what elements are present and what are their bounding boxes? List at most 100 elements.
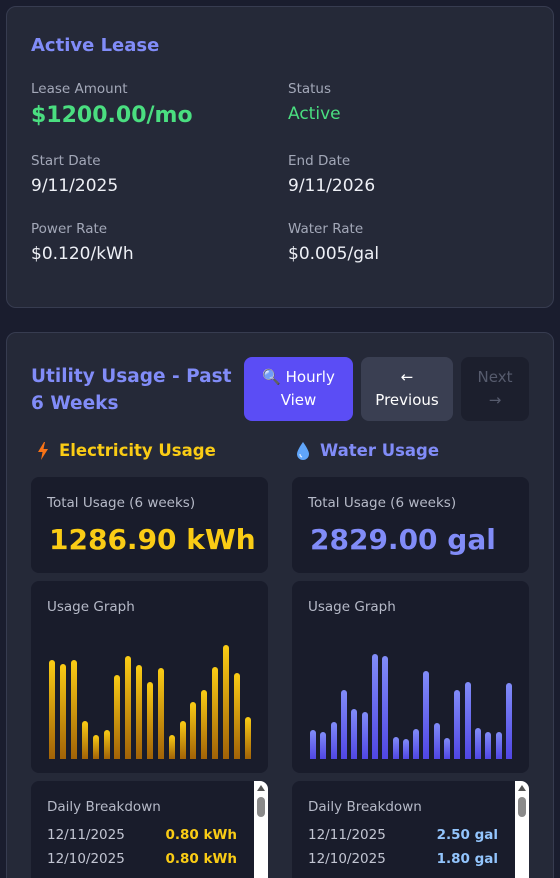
water-breakdown-panel: Daily Breakdown 12/11/2025 2.50 gal 12/1… bbox=[292, 781, 529, 878]
electricity-total-panel: Total Usage (6 weeks) 1286.90 kWh bbox=[31, 477, 268, 573]
electricity-usage-bar-5 bbox=[92, 735, 99, 759]
breakdown-date: 12/10/2025 bbox=[308, 851, 386, 867]
water-usage-bar-7 bbox=[371, 653, 378, 759]
hourly-view-label-line2: View bbox=[280, 391, 317, 409]
water-rate-value: $0.005/gal bbox=[288, 244, 380, 264]
lease-amount-label: Lease Amount bbox=[31, 81, 128, 97]
water-total-panel: Total Usage (6 weeks) 2829.00 gal bbox=[292, 477, 529, 573]
arrow-left-icon: ← bbox=[400, 368, 414, 386]
status-value: Active bbox=[288, 104, 341, 124]
list-item: 12/11/2025 2.50 gal bbox=[308, 827, 498, 843]
breakdown-date: 12/10/2025 bbox=[47, 851, 125, 867]
electricity-usage-bar-14 bbox=[190, 701, 197, 759]
water-graph-label: Usage Graph bbox=[308, 599, 396, 615]
electricity-usage-bar-9 bbox=[136, 664, 143, 759]
electricity-usage-bar-8 bbox=[125, 656, 132, 759]
water-usage-bar-10 bbox=[402, 739, 409, 759]
end-date-value: 9/11/2026 bbox=[288, 176, 376, 196]
breakdown-value: 0.80 kWh bbox=[165, 827, 238, 843]
water-heading-label: Water Usage bbox=[320, 441, 440, 460]
water-usage-bar-4 bbox=[341, 689, 348, 759]
breakdown-value: 2.50 gal bbox=[436, 827, 498, 843]
water-usage-bar-2 bbox=[320, 731, 327, 759]
water-usage-graph bbox=[308, 635, 514, 759]
water-usage-bar-8 bbox=[382, 656, 389, 759]
electricity-heading: Electricity Usage bbox=[37, 441, 216, 460]
status-label: Status bbox=[288, 81, 332, 97]
electricity-usage-bar-2 bbox=[60, 663, 67, 759]
electricity-total-value: 1286.90 kWh bbox=[49, 523, 256, 556]
list-item: 12/11/2025 0.80 kWh bbox=[47, 827, 237, 843]
lease-amount-value: $1200.00/mo bbox=[31, 103, 193, 128]
water-breakdown-label: Daily Breakdown bbox=[308, 799, 422, 815]
water-drop-icon bbox=[297, 441, 309, 460]
list-item: 12/10/2025 0.80 kWh bbox=[47, 851, 237, 867]
breakdown-value: 0.80 kWh bbox=[165, 851, 238, 867]
next-button[interactable]: Next → bbox=[461, 357, 529, 421]
electricity-usage-bar-17 bbox=[222, 644, 229, 759]
electricity-graph-panel: Usage Graph bbox=[31, 581, 268, 773]
power-rate-value: $0.120/kWh bbox=[31, 244, 134, 264]
electricity-graph-label: Usage Graph bbox=[47, 599, 135, 615]
hourly-view-button[interactable]: 🔍 Hourly View bbox=[244, 357, 353, 421]
electricity-usage-bar-1 bbox=[49, 659, 56, 759]
lease-title: Active Lease bbox=[31, 35, 160, 56]
electricity-usage-bar-7 bbox=[114, 674, 121, 759]
water-usage-bar-19 bbox=[495, 731, 502, 759]
electricity-breakdown-panel: Daily Breakdown 12/11/2025 0.80 kWh 12/1… bbox=[31, 781, 268, 878]
previous-label: Previous bbox=[375, 391, 439, 409]
electricity-usage-bar-12 bbox=[168, 735, 175, 759]
water-graph-panel: Usage Graph bbox=[292, 581, 529, 773]
breakdown-date: 12/11/2025 bbox=[47, 827, 125, 843]
list-item: 12/10/2025 1.80 gal bbox=[308, 851, 498, 867]
scroll-up-arrow-icon[interactable] bbox=[257, 785, 265, 791]
water-usage-bar-18 bbox=[485, 731, 492, 759]
water-usage-bar-11 bbox=[413, 729, 420, 759]
utility-usage-card: Utility Usage - Past 6 Weeks 🔍 Hourly Vi… bbox=[6, 332, 554, 878]
water-breakdown-scrollbar[interactable] bbox=[515, 781, 529, 878]
electricity-breakdown-scrollbar[interactable] bbox=[254, 781, 268, 878]
electricity-usage-bar-10 bbox=[147, 682, 153, 759]
electricity-usage-bar-15 bbox=[201, 689, 208, 759]
water-usage-bar-14 bbox=[444, 737, 451, 759]
water-usage-bar-17 bbox=[474, 728, 481, 759]
previous-button[interactable]: ← Previous bbox=[361, 357, 453, 421]
scroll-thumb[interactable] bbox=[257, 797, 265, 817]
water-usage-bar-6 bbox=[361, 711, 368, 759]
electricity-usage-bar-16 bbox=[212, 667, 219, 759]
water-heading: Water Usage bbox=[296, 441, 439, 460]
usage-title: Utility Usage - Past 6 Weeks bbox=[31, 366, 232, 414]
start-date-label: Start Date bbox=[31, 153, 101, 169]
water-usage-bar-13 bbox=[433, 723, 440, 759]
electricity-usage-bar-19 bbox=[244, 716, 251, 759]
water-usage-bar-16 bbox=[464, 682, 471, 759]
scroll-thumb[interactable] bbox=[518, 797, 526, 817]
electricity-breakdown-label: Daily Breakdown bbox=[47, 799, 161, 815]
water-usage-bar-12 bbox=[423, 670, 430, 759]
electricity-usage-bar-11 bbox=[157, 668, 164, 759]
magnifier-icon: 🔍 bbox=[262, 368, 281, 386]
breakdown-date: 12/11/2025 bbox=[308, 827, 386, 843]
water-usage-bar-20 bbox=[505, 683, 512, 759]
arrow-right-icon: → bbox=[488, 391, 502, 409]
end-date-label: End Date bbox=[288, 153, 351, 169]
water-total-label: Total Usage (6 weeks) bbox=[308, 495, 457, 511]
hourly-view-label-line1: Hourly bbox=[285, 368, 335, 386]
electricity-usage-bar-3 bbox=[71, 659, 78, 759]
next-label: Next bbox=[477, 368, 513, 386]
electricity-usage-graph bbox=[47, 635, 253, 759]
scroll-up-arrow-icon[interactable] bbox=[518, 785, 526, 791]
lightning-bolt-icon bbox=[38, 441, 48, 460]
water-usage-bar-9 bbox=[392, 736, 399, 759]
electricity-usage-bar-6 bbox=[103, 730, 110, 759]
water-total-value: 2829.00 gal bbox=[310, 523, 496, 556]
electricity-total-label: Total Usage (6 weeks) bbox=[47, 495, 196, 511]
water-usage-bar-3 bbox=[330, 721, 337, 759]
water-rate-label: Water Rate bbox=[288, 221, 364, 237]
start-date-value: 9/11/2025 bbox=[31, 176, 119, 196]
electricity-usage-bar-18 bbox=[233, 673, 240, 759]
electricity-usage-bar-4 bbox=[81, 720, 88, 759]
lease-card: Active Lease Lease Amount $1200.00/mo St… bbox=[6, 6, 554, 308]
electricity-heading-label: Electricity Usage bbox=[59, 441, 216, 460]
water-usage-bar-15 bbox=[454, 689, 461, 759]
